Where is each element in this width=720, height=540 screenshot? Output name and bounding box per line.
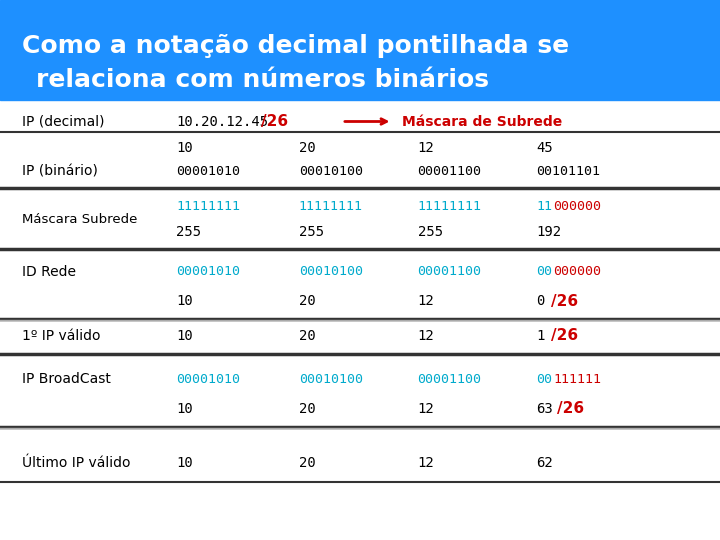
Text: 10: 10 bbox=[176, 294, 193, 308]
Text: 00001100: 00001100 bbox=[418, 373, 482, 386]
Text: 10: 10 bbox=[176, 456, 193, 470]
Text: 00: 00 bbox=[536, 373, 552, 386]
Text: /26: /26 bbox=[261, 114, 289, 129]
Text: Máscara Subrede: Máscara Subrede bbox=[22, 213, 137, 226]
Text: 00101101: 00101101 bbox=[536, 165, 600, 178]
Text: relaciona com números binários: relaciona com números binários bbox=[36, 68, 489, 92]
Text: 00010100: 00010100 bbox=[299, 165, 363, 178]
Text: 11: 11 bbox=[536, 200, 552, 213]
Text: 00001010: 00001010 bbox=[176, 265, 240, 278]
Text: 00001010: 00001010 bbox=[176, 165, 240, 178]
Text: 00001100: 00001100 bbox=[418, 165, 482, 178]
Text: ID Rede: ID Rede bbox=[22, 265, 76, 279]
Text: IP (binário): IP (binário) bbox=[22, 164, 97, 178]
Text: 111111: 111111 bbox=[553, 373, 601, 386]
Text: Máscara de Subrede: Máscara de Subrede bbox=[402, 114, 562, 129]
Text: 11111111: 11111111 bbox=[418, 200, 482, 213]
Text: 45: 45 bbox=[536, 141, 553, 155]
Text: 63: 63 bbox=[536, 402, 553, 416]
Text: 20: 20 bbox=[299, 294, 315, 308]
Text: /26: /26 bbox=[552, 328, 578, 343]
Text: 1: 1 bbox=[536, 329, 545, 343]
Text: 255: 255 bbox=[418, 225, 443, 239]
Text: IP (decimal): IP (decimal) bbox=[22, 114, 104, 129]
Text: 12: 12 bbox=[418, 456, 434, 470]
Text: 255: 255 bbox=[299, 225, 324, 239]
Text: 11111111: 11111111 bbox=[299, 200, 363, 213]
Text: 11111111: 11111111 bbox=[176, 200, 240, 213]
Text: 20: 20 bbox=[299, 141, 315, 155]
Text: Último IP válido: Último IP válido bbox=[22, 456, 130, 470]
Text: Como a notação decimal pontilhada se: Como a notação decimal pontilhada se bbox=[22, 34, 569, 58]
Text: 20: 20 bbox=[299, 329, 315, 343]
Text: 62: 62 bbox=[536, 456, 553, 470]
Text: 00010100: 00010100 bbox=[299, 265, 363, 278]
Text: 12: 12 bbox=[418, 141, 434, 155]
Text: /26: /26 bbox=[552, 294, 578, 309]
Text: 20: 20 bbox=[299, 456, 315, 470]
Text: 10: 10 bbox=[176, 402, 193, 416]
Text: 00010100: 00010100 bbox=[299, 373, 363, 386]
Text: 10: 10 bbox=[176, 329, 193, 343]
Text: 255: 255 bbox=[176, 225, 202, 239]
Text: 10.20.12.45: 10.20.12.45 bbox=[176, 114, 269, 129]
Text: 12: 12 bbox=[418, 294, 434, 308]
Text: 12: 12 bbox=[418, 402, 434, 416]
Text: /26: /26 bbox=[557, 401, 584, 416]
Text: 00001100: 00001100 bbox=[418, 265, 482, 278]
Text: 1º IP válido: 1º IP válido bbox=[22, 329, 100, 343]
FancyBboxPatch shape bbox=[0, 0, 720, 100]
Text: IP BroadCast: IP BroadCast bbox=[22, 372, 110, 386]
Text: 000000: 000000 bbox=[553, 200, 601, 213]
Text: 0: 0 bbox=[536, 294, 545, 308]
Text: 192: 192 bbox=[536, 225, 562, 239]
Text: 20: 20 bbox=[299, 402, 315, 416]
Text: 10: 10 bbox=[176, 141, 193, 155]
Text: 00001010: 00001010 bbox=[176, 373, 240, 386]
Text: 12: 12 bbox=[418, 329, 434, 343]
Text: 000000: 000000 bbox=[553, 265, 601, 278]
Text: 00: 00 bbox=[536, 265, 552, 278]
